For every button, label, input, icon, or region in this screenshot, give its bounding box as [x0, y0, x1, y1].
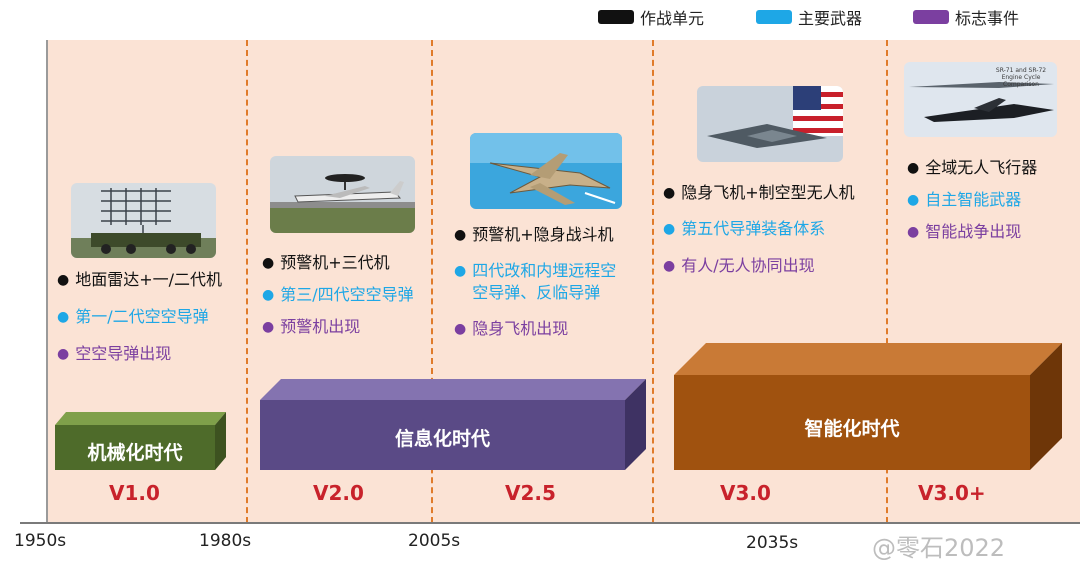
stealth-fighter-image: [470, 133, 622, 209]
stage1-weapon: ● 第一/二代空空导弹: [57, 307, 209, 326]
divider-2005s: [431, 40, 433, 523]
stage2-weapon: ● 第三/四代空空导弹: [262, 285, 414, 304]
photo-caption: Engine Cycle: [1001, 74, 1041, 81]
stage4-event: ● 有人/无人协同出现: [663, 256, 815, 275]
stage3-weapon: ● 四代改和内埋远程空 空导弹、反临导弹: [454, 261, 617, 302]
tick-2035s: 2035s: [746, 533, 799, 553]
legend-label: 作战单元: [640, 9, 705, 28]
awacs-image: [270, 156, 415, 233]
era-label-intelligent: 智能化时代: [804, 418, 900, 440]
tick-2005s: 2005s: [408, 531, 461, 551]
stage2-unit: ● 预警机+三代机: [262, 253, 390, 272]
stage1-event: ● 空空导弹出现: [57, 344, 172, 363]
era-block-intelligent: [674, 343, 1062, 470]
version-v2-0: V2.0: [313, 481, 364, 505]
stealth-drone-image: [697, 86, 843, 162]
era-label-mechanized: 机械化时代: [87, 442, 183, 464]
version-v2-5: V2.5: [505, 481, 556, 505]
legend-item-main-weapon: 主要武器: [756, 6, 862, 28]
era-block-mechanized: [55, 412, 226, 470]
time-axis: [20, 522, 1080, 524]
stage5-weapon: ● 自主智能武器: [907, 190, 1022, 209]
vertical-axis: [46, 40, 48, 524]
legend-swatch-black: [598, 10, 634, 24]
divider-2020s: [652, 40, 654, 523]
version-v3-0: V3.0: [720, 481, 771, 505]
legend-label: 主要武器: [798, 9, 863, 28]
era-block-information: [260, 379, 646, 470]
stage3-event: ● 隐身飞机出现: [454, 319, 569, 338]
legend-item-milestone: 标志事件: [913, 6, 1019, 28]
stage2-event: ● 预警机出现: [262, 317, 361, 336]
version-v3-0-plus: V3.0+: [918, 481, 986, 505]
tick-1950s: 1950s: [14, 531, 67, 551]
legend-swatch-purple: [913, 10, 949, 24]
stage4-unit: ● 隐身飞机+制空型无人机: [663, 183, 855, 202]
legend-label: 标志事件: [955, 9, 1020, 28]
stage5-unit: ● 全域无人飞行器: [907, 158, 1038, 177]
photo-caption: SR-71 and SR-72: [995, 67, 1047, 74]
stage5-event: ● 智能战争出现: [907, 222, 1022, 241]
divider-1980s: [246, 40, 248, 523]
hypersonic-aircraft-image: SR-71 and SR-72 Engine Cycle Comparison: [904, 62, 1057, 137]
watermark: @零石2022: [872, 534, 1006, 562]
era-label-information: 信息化时代: [394, 428, 490, 450]
divider-2035s: [886, 40, 888, 523]
ground-radar-image: [71, 183, 216, 258]
stage4-weapon: ● 第五代导弹装备体系: [663, 219, 826, 238]
stage3-unit: ● 预警机+隐身战斗机: [454, 225, 614, 244]
legend-item-combat-unit: 作战单元: [598, 6, 704, 28]
tick-1980s: 1980s: [199, 531, 252, 551]
photo-caption: Comparison: [1003, 81, 1039, 88]
stage1-unit: ● 地面雷达+一/二代机: [57, 270, 223, 289]
legend-swatch-blue: [756, 10, 792, 24]
version-v1-0: V1.0: [109, 481, 160, 505]
